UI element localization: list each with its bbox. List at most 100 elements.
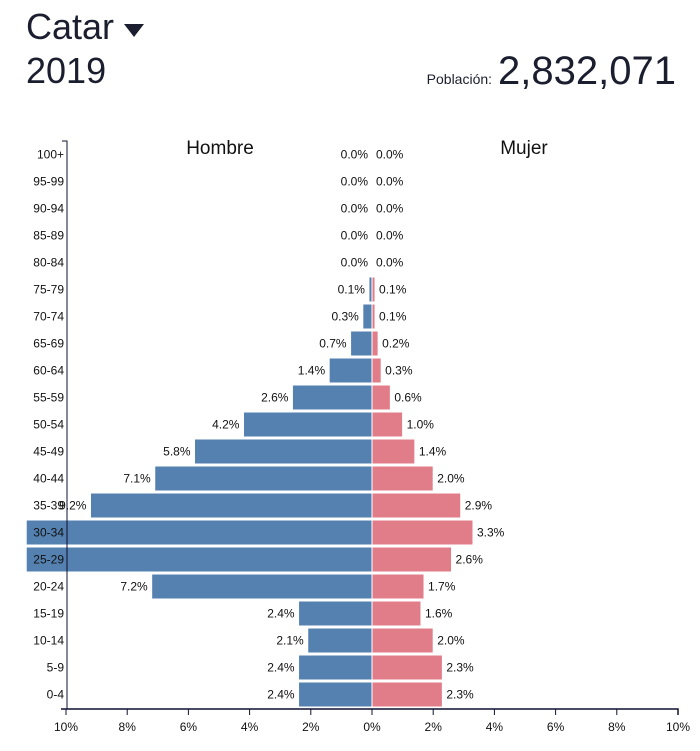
male-bar [362,303,373,330]
male-bar [154,465,373,492]
female-bar [371,276,376,303]
male-bar [151,573,373,600]
female-bar [371,249,374,276]
x-tick-label: 4% [241,720,259,734]
female-value-label: 2.6% [456,553,484,567]
male-bar [242,411,373,438]
male-bar [328,357,373,384]
female-value-label: 0.6% [394,391,422,405]
age-group-label: 85-89 [33,229,64,243]
female-bar [371,357,382,384]
x-tick-label: 10% [54,720,78,734]
country-dropdown[interactable]: Catar [26,6,145,48]
age-group-label: 45-49 [33,445,64,459]
male-bar [298,654,373,681]
female-bar [371,465,434,492]
male-value-label: 0.7% [319,337,347,351]
female-value-label: 1.6% [425,607,453,621]
age-group-label: 55-59 [33,391,64,405]
female-bar [371,195,374,222]
caret-down-icon[interactable] [124,23,145,37]
male-value-label: 4.2% [212,418,240,432]
age-group-label: 10-14 [33,634,64,648]
x-tick-label: 4% [486,720,504,734]
female-value-label: 2.3% [446,661,474,675]
age-group-label: 15-19 [33,607,64,621]
female-value-label: 0.0% [376,202,404,216]
year-label: 2019 [26,50,107,91]
age-group-label: 50-54 [33,418,64,432]
female-value-label: 0.0% [376,175,404,189]
age-group-label: 60-64 [33,364,64,378]
male-bar [298,681,373,708]
female-value-label: 2.0% [437,472,465,486]
y-axis-line [62,140,68,709]
male-bar [307,627,373,654]
age-group-label: 30-34 [33,526,64,540]
female-bar [371,681,443,708]
age-group-label: 0-4 [47,688,65,702]
age-group-label: 40-44 [33,472,64,486]
x-tick-label: 2% [302,720,320,734]
female-bar [371,627,434,654]
female-value-label: 3.3% [477,526,505,540]
x-tick-label: 10% [666,720,690,734]
age-group-label: 25-29 [33,553,64,567]
male-side-title: Hombre [186,138,254,159]
population-display: Población: 2,832,071 [427,50,676,92]
female-value-label: 0.2% [382,337,410,351]
x-tick-label: 0% [363,720,381,734]
female-bar [371,141,374,168]
male-bar [291,384,373,411]
male-bar [26,546,373,573]
male-value-label: 2.6% [261,391,289,405]
female-bar [371,519,474,546]
male-value-label: 0.3% [331,310,359,324]
age-group-label: 95-99 [33,175,64,189]
x-tick-label: 8% [119,720,137,734]
male-value-label: 0.0% [341,229,369,243]
female-value-label: 2.0% [437,634,465,648]
male-value-label: 2.4% [267,607,295,621]
male-value-label: 9.2% [59,499,87,513]
female-bar [371,438,416,465]
female-side-title: Mujer [500,138,548,159]
male-bar [89,492,373,519]
x-tick-label: 2% [425,720,443,734]
female-bar [371,303,376,330]
x-tick-label: 6% [547,720,565,734]
male-value-label: 5.8% [163,445,191,459]
age-group-label: 75-79 [33,283,64,297]
female-value-label: 0.0% [376,148,404,162]
male-value-label: 1.4% [298,364,326,378]
female-value-label: 1.4% [419,445,447,459]
female-bar [371,546,453,573]
female-bar [371,411,404,438]
female-value-label: 1.0% [407,418,435,432]
age-group-label: 70-74 [33,310,64,324]
male-value-label: 0.0% [341,202,369,216]
male-bar [350,330,373,357]
female-bar [371,168,374,195]
female-bar [371,384,391,411]
male-bar [298,600,373,627]
population-label: Población: [426,71,493,87]
female-value-label: 1.7% [428,580,456,594]
country-name: Catar [26,6,115,47]
female-bar [371,573,425,600]
male-value-label: 0.0% [341,256,369,270]
female-bar [371,600,422,627]
female-value-label: 0.1% [379,310,407,324]
female-bar [371,654,443,681]
age-group-label: 20-24 [33,580,64,594]
age-group-label: 80-84 [33,256,64,270]
female-bar [371,222,374,249]
male-bar [194,438,373,465]
male-value-label: 0.1% [338,283,366,297]
male-value-label: 2.1% [276,634,304,648]
age-group-label: 65-69 [33,337,64,351]
female-value-label: 2.3% [446,688,474,702]
female-value-label: 0.3% [385,364,413,378]
female-value-label: 0.1% [379,283,407,297]
